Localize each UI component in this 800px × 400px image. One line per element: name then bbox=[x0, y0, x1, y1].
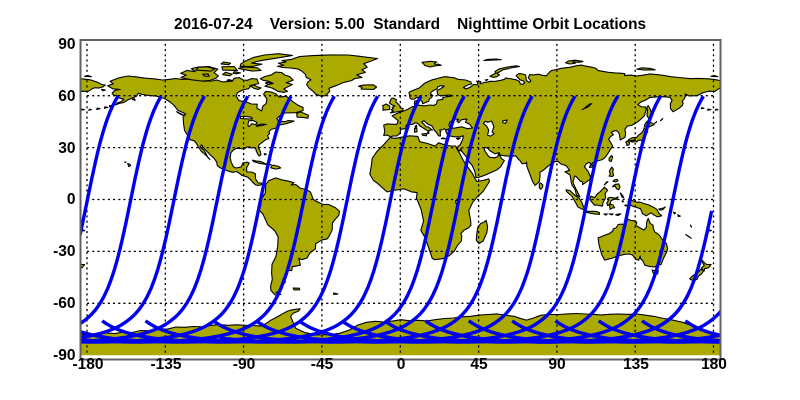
svg-text:90: 90 bbox=[548, 356, 565, 373]
svg-text:-45: -45 bbox=[311, 356, 334, 373]
svg-text:180: 180 bbox=[701, 356, 727, 373]
svg-text:-90: -90 bbox=[53, 347, 75, 364]
svg-text:90: 90 bbox=[58, 36, 75, 53]
svg-text:-30: -30 bbox=[53, 243, 75, 260]
svg-text:0: 0 bbox=[397, 356, 406, 373]
svg-text:0: 0 bbox=[67, 191, 76, 208]
svg-text:2016-07-24 Version: 5.00 S: 2016-07-24 Version: 5.00 Standard Nightt… bbox=[174, 16, 646, 33]
svg-text:45: 45 bbox=[470, 356, 488, 373]
svg-text:-135: -135 bbox=[150, 356, 181, 373]
svg-text:30: 30 bbox=[58, 140, 75, 157]
svg-text:-180: -180 bbox=[72, 356, 103, 373]
svg-text:135: 135 bbox=[623, 356, 649, 373]
svg-text:-60: -60 bbox=[53, 295, 75, 312]
svg-text:-90: -90 bbox=[233, 356, 255, 373]
svg-text:60: 60 bbox=[58, 88, 75, 105]
